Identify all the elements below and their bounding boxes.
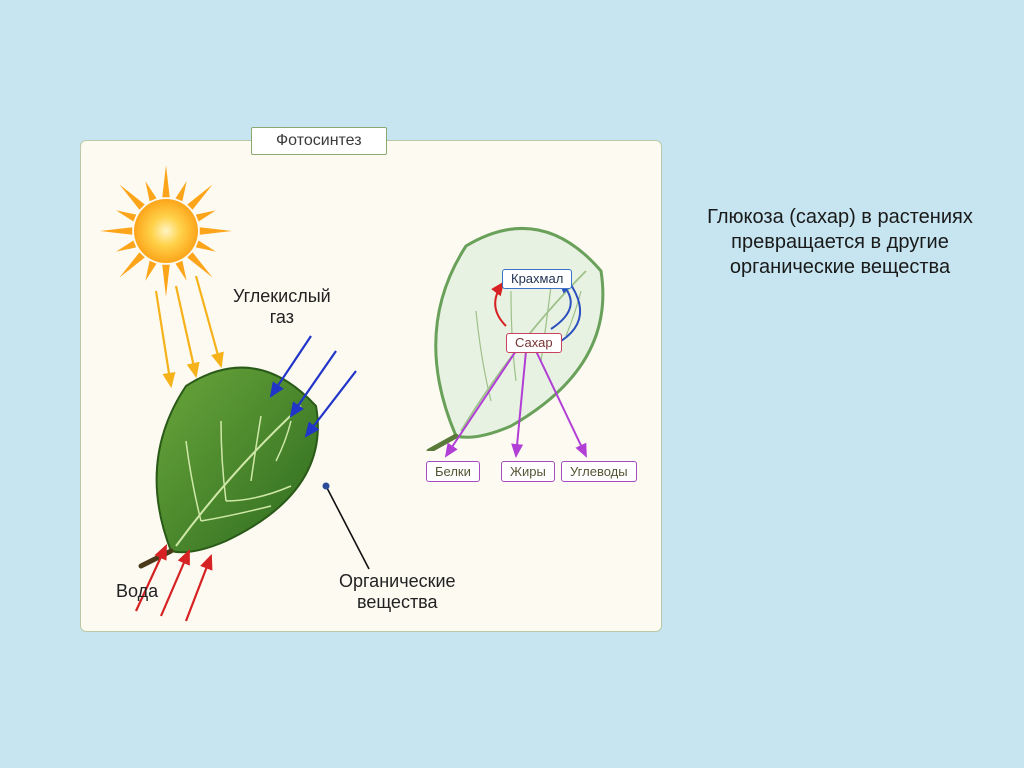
sugar-label: Сахар xyxy=(506,333,562,353)
water-label: Вода xyxy=(116,581,158,602)
co2-line1: Углекислый xyxy=(233,286,331,306)
leaf-outline-icon xyxy=(411,211,621,451)
side-caption: Глюкоза (сахар) в растениях превращается… xyxy=(700,205,980,280)
carbs-label: Углеводы xyxy=(561,461,637,482)
co2-label: Углекислый газ xyxy=(233,286,331,327)
organic-line2: вещества xyxy=(357,592,438,612)
diagram-panel: Фотосинтез xyxy=(80,140,662,632)
organic-label: Органические вещества xyxy=(339,571,456,612)
starch-label: Крахмал xyxy=(502,269,572,289)
organic-line1: Органические xyxy=(339,571,456,591)
sun-icon xyxy=(96,161,236,301)
stage: Фотосинтез xyxy=(0,0,1024,768)
diagram-title: Фотосинтез xyxy=(251,127,387,155)
fats-label: Жиры xyxy=(501,461,555,482)
leaf-green-icon xyxy=(131,351,341,571)
proteins-label: Белки xyxy=(426,461,480,482)
co2-line2: газ xyxy=(270,307,294,327)
